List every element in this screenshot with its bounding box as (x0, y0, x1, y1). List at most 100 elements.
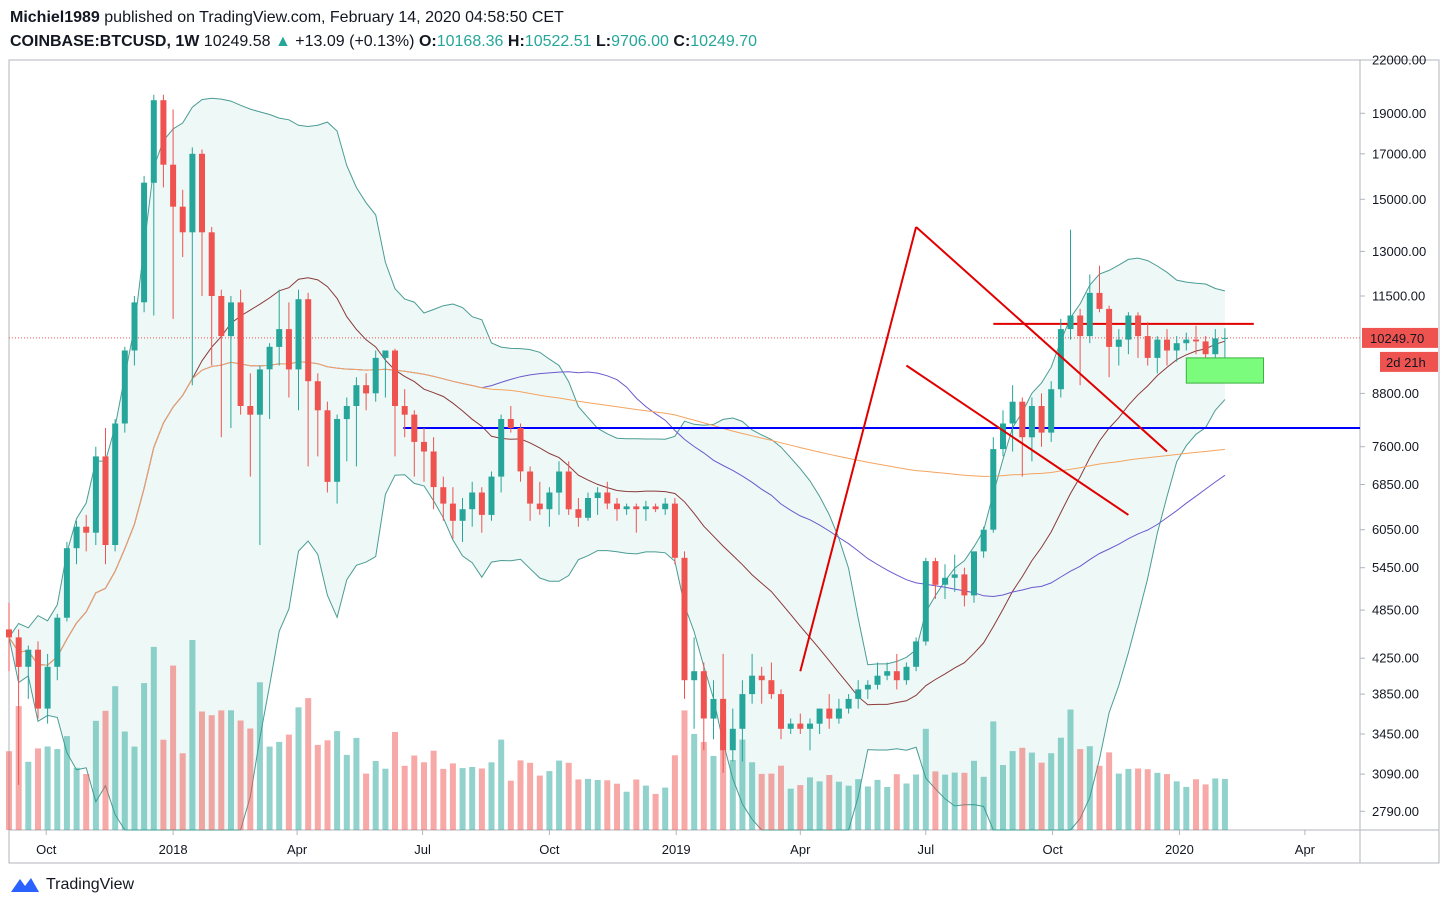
volume-bar (54, 749, 61, 830)
price-tick-label: 15000.00 (1372, 192, 1426, 207)
volume-bar (228, 710, 234, 830)
high-value: 10522.51 (524, 33, 592, 50)
price-tick-label: 3850.00 (1372, 687, 1419, 702)
volume-bar (295, 707, 302, 830)
volume-bar (951, 772, 958, 830)
candle-body (102, 456, 109, 545)
candle-body (73, 526, 80, 549)
candle-body (343, 406, 350, 420)
candle-body (1212, 338, 1219, 355)
countdown-text: 2d 21h (1386, 355, 1426, 370)
volume-bar (604, 780, 611, 830)
volume-bar (363, 773, 370, 830)
volume-bar (633, 779, 640, 830)
candle-body (700, 671, 707, 719)
flag-trendlines (799, 226, 1168, 672)
volume-bar (440, 768, 447, 830)
candle-body (942, 577, 949, 585)
candle-body (1000, 423, 1006, 450)
price-tick-label: 11500.00 (1372, 289, 1425, 304)
candle-body (1077, 315, 1084, 337)
candle-body (623, 506, 630, 510)
volume-bar (884, 787, 891, 830)
volume-bar (150, 646, 157, 830)
volume-bar (652, 793, 659, 830)
candle-body (729, 728, 736, 751)
candle-body (1048, 389, 1055, 433)
volume-bar (256, 682, 263, 830)
candle-body (150, 100, 157, 183)
volume-bar (614, 783, 620, 830)
candle-body (401, 406, 408, 415)
candle-body (845, 698, 852, 709)
candle-body (382, 350, 389, 358)
volume-bar (469, 767, 476, 830)
volume-bar (932, 771, 939, 830)
volume-bar (546, 771, 553, 830)
candle-body (527, 471, 534, 504)
candle-body (546, 492, 553, 510)
volume-bar (961, 772, 968, 830)
volume-bar (382, 768, 389, 830)
candle-body (112, 423, 119, 545)
price-tick-label: 7600.00 (1372, 439, 1419, 454)
volume-bar (855, 779, 862, 830)
open-value: 10168.36 (436, 33, 504, 50)
close-value: 10249.70 (690, 33, 758, 50)
volume-bar (527, 762, 534, 830)
volume-bar (1221, 778, 1228, 830)
candle-body (749, 675, 756, 695)
candle-body (92, 456, 99, 533)
symbol-name[interactable]: COINBASE:BTCUSD, 1W (10, 33, 200, 50)
candle-body (855, 689, 862, 699)
time-tick-label: Apr (1295, 842, 1316, 857)
time-tick-label: Apr (287, 842, 308, 857)
volume-bar (1125, 768, 1132, 830)
price-tick-label: 6850.00 (1372, 477, 1419, 492)
candle-body (961, 574, 968, 596)
volume-bar (1154, 772, 1161, 830)
candle-body (864, 684, 871, 690)
publish-line: Michiel1989 published on TradingView.com… (10, 9, 564, 27)
bollinger-fill (9, 98, 1225, 830)
candle-body (507, 419, 514, 428)
candle-body (1009, 401, 1016, 424)
flagpole-line (799, 226, 918, 672)
price-tick-label: 22000.00 (1372, 53, 1426, 68)
candle-body (1221, 337, 1228, 339)
volume-bar (594, 780, 601, 830)
volume-bar (922, 728, 929, 830)
volume-bar (700, 742, 707, 830)
volume-bar (1000, 765, 1006, 830)
volume-bar (266, 746, 273, 830)
candle-body (35, 649, 41, 709)
candle-body (565, 471, 572, 510)
candle-body (710, 698, 717, 719)
candle-body (440, 487, 447, 504)
candle-body (44, 666, 51, 709)
volume-bar (276, 741, 283, 830)
price-axis: 22000.00 19000.00 17000.00 15000.00 13000.00… (1360, 53, 1426, 819)
candle-body (1057, 329, 1064, 390)
tradingview-footer[interactable]: TradingView (10, 876, 134, 894)
candle-body (807, 723, 813, 729)
time-tick-label: 2020 (1165, 842, 1194, 857)
candle-body (199, 153, 205, 233)
price-tick-label: 2790.00 (1372, 804, 1419, 819)
volume-bar (507, 780, 514, 830)
flag-lower-line (905, 364, 1129, 516)
candle-body (517, 428, 524, 472)
author-name[interactable]: Michiel1989 (10, 9, 100, 26)
volume-bar (160, 739, 167, 830)
volume-bar (662, 787, 669, 830)
volume-bar (459, 768, 466, 830)
candle-body (826, 708, 833, 719)
candle-body (1086, 292, 1093, 337)
price-change: +13.09 (+0.13%) (295, 33, 415, 50)
countdown-tag (1380, 351, 1438, 372)
volume-bar (942, 774, 949, 830)
time-tick-label: Apr (790, 842, 811, 857)
volume-bar (1077, 749, 1084, 830)
volume-bar (778, 765, 784, 830)
